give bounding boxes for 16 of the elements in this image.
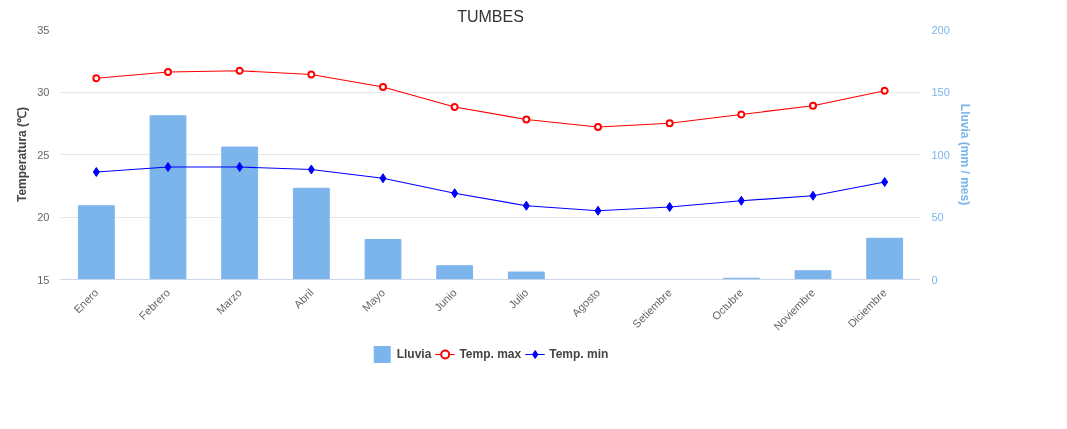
y2-axis-title: Lluvia (mm / mes) bbox=[957, 103, 972, 206]
y-tick-label: 20 bbox=[37, 211, 50, 223]
y2-tick-label: 100 bbox=[931, 148, 950, 161]
y2-tick-label: 150 bbox=[931, 86, 950, 98]
chart-title: TUMBES bbox=[457, 7, 524, 25]
y-tick-label: 15 bbox=[37, 273, 50, 286]
y-tick-label: 35 bbox=[37, 23, 50, 36]
y2-tick-label: 200 bbox=[931, 23, 950, 36]
y2-tick-label: 50 bbox=[931, 211, 944, 223]
legend-label: Lluvia bbox=[396, 347, 432, 361]
y-axis-title: Temperatura (℃) bbox=[15, 106, 30, 203]
y-tick-label: 30 bbox=[37, 86, 50, 98]
legend-label: Temp. min bbox=[549, 347, 609, 361]
legend-label: Temp. max bbox=[459, 347, 522, 361]
y2-tick-label: 0 bbox=[931, 273, 938, 286]
y-tick-label: 25 bbox=[37, 148, 50, 161]
